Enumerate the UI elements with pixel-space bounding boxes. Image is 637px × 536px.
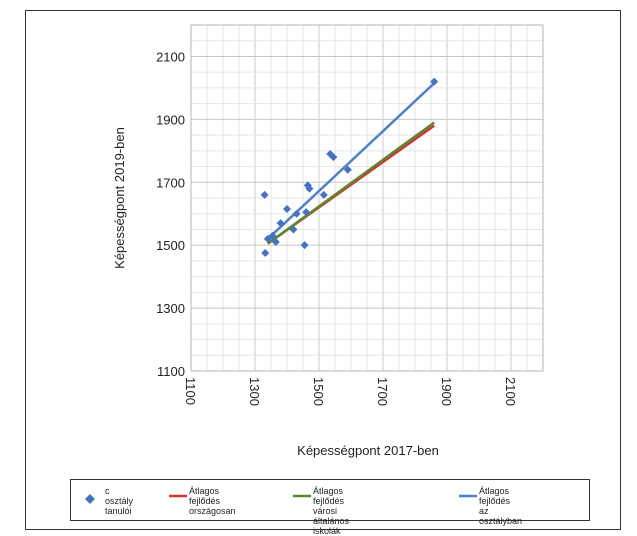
y-tick-label: 1500 — [156, 238, 185, 253]
data-point — [276, 219, 285, 228]
legend-label: Átlagos fejlődés országosan — [189, 486, 236, 516]
legend-label: Átlagos fejlődés városi általános iskolá… — [313, 486, 350, 536]
x-tick-label: 1100 — [183, 377, 198, 405]
data-point — [302, 208, 311, 217]
data-point — [343, 165, 352, 174]
x-tick-label: 1300 — [247, 377, 262, 406]
data-points — [260, 77, 439, 258]
x-axis-ticks: 1100 1300 1500 1700 1900 2100 — [183, 377, 518, 406]
data-point — [292, 209, 301, 218]
trend-line — [265, 82, 436, 242]
trend-lines — [265, 82, 436, 245]
data-point — [271, 238, 280, 247]
data-point — [260, 190, 269, 199]
diamond-marker-icon — [85, 494, 95, 504]
data-point — [300, 241, 309, 250]
line-marker-icon — [459, 494, 477, 498]
x-tick-label: 1700 — [375, 377, 390, 406]
data-point — [283, 205, 291, 214]
chart-frame — [25, 10, 621, 530]
y-tick-label: 1100 — [157, 364, 185, 379]
line-marker-icon — [169, 494, 187, 498]
x-tick-label: 2100 — [503, 377, 518, 406]
grid — [190, 24, 544, 372]
legend-label: Átlagos fejlődés az osztályban — [479, 486, 523, 526]
y-tick-label: 1700 — [156, 175, 185, 190]
data-point — [305, 184, 314, 193]
y-tick-label: 2100 — [156, 49, 185, 64]
trend-line — [267, 121, 435, 245]
data-point — [319, 190, 328, 199]
data-point — [261, 249, 270, 258]
y-tick-label: 1300 — [156, 301, 185, 316]
x-axis-label: Képességpont 2017-ben — [297, 443, 439, 458]
legend-label: c osztály tanulói — [105, 486, 134, 516]
plot-area-border — [190, 24, 544, 372]
data-point — [329, 153, 338, 162]
line-marker-icon — [293, 494, 311, 498]
y-axis-ticks: 1100 1300 1500 1700 1900 2100 — [156, 49, 185, 379]
x-tick-label: 1500 — [311, 377, 326, 406]
y-tick-label: 1900 — [156, 112, 185, 127]
legend: c osztály tanulói Átlagos fejlődés orszá… — [70, 479, 590, 536]
data-point — [268, 231, 277, 240]
data-point — [289, 225, 298, 234]
data-point — [430, 77, 439, 86]
y-axis-label: Képességpont 2019-ben — [112, 127, 127, 269]
x-tick-label: 1900 — [439, 377, 454, 406]
